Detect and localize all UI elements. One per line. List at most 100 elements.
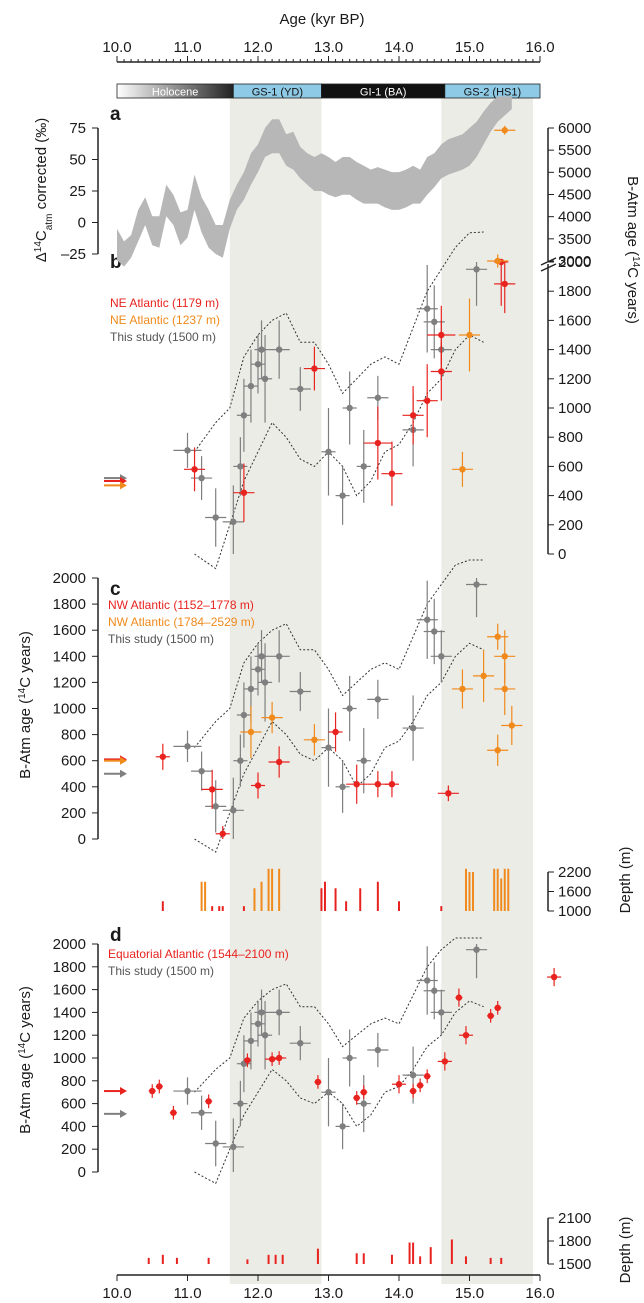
top-axis: 10.0 11.0 12.0 13.0 14.0 15.0 16.0 [102,39,555,63]
data-point [184,1087,191,1095]
data-point [473,266,480,273]
panel-a-ytick-label: –25 [61,246,86,263]
data-point [325,1089,332,1096]
data-point [508,722,515,729]
shaded-interval-1 [441,84,533,1284]
data-point [254,666,262,673]
panel-d-depth-tick-label: 2100 [558,1210,591,1227]
panel-d-arrow-red-head [120,1087,127,1096]
top-tick-label: 12.0 [243,39,272,56]
data-point [191,466,198,473]
data-point [501,280,508,288]
data-point [388,780,396,788]
period-3 [444,83,541,99]
panel-c-ytick-label: 1800 [53,596,86,613]
panel-b-legend-3: This study (1500 m) [110,330,216,344]
data-point [409,1071,417,1079]
envelope-upper [194,231,484,453]
panel-c-ytick-label: 1000 [53,701,86,718]
data-point [247,685,255,693]
data-point [424,305,431,312]
data-point [409,412,417,419]
data-point [332,728,339,736]
data-point [494,1004,501,1012]
bottom-tick-label: 13.0 [314,1285,343,1302]
panel-c-legend-3: This study (1500 m) [108,632,214,646]
panel-d-ytick-label: 1000 [53,1050,86,1067]
right-tick-label: 1600 [558,312,591,329]
panel-b-legend-1: NE Atlantic (1179 m) [110,296,219,310]
data-point [473,946,480,953]
data-point [230,518,237,526]
data-point [339,492,346,499]
data-point [230,807,237,814]
data-point [441,1058,449,1065]
panel-c-arrow-orange-head [120,756,127,765]
panel-c-letter: c [110,579,121,600]
top-tick-label: 10.0 [102,39,131,56]
data-point [254,1020,262,1027]
data-point [240,412,248,419]
data-point [445,790,452,797]
data-point [501,127,508,134]
data-point [374,696,382,703]
data-point [480,672,487,680]
data-point [237,757,244,764]
data-point [258,653,265,660]
data-point [325,744,332,751]
data-point [395,1081,403,1088]
panel-a-ylabel-sup: 14 [33,241,44,253]
data-point [494,633,501,640]
data-point [346,1054,353,1062]
data-point [258,1009,265,1016]
data-point [297,688,304,695]
panel-c-depth-tick-label: 2200 [558,864,591,881]
data-point [258,346,265,353]
data-point [237,463,244,470]
data-point [275,1054,283,1062]
period-label-0: Holocene [152,87,198,99]
panel-a-letter: a [110,104,121,125]
top-tick-label: 16.0 [525,39,554,56]
panel-c-arrow-grey-head [120,769,127,778]
data-point [462,1032,470,1039]
right-tick-label: 5500 [558,142,591,159]
data-point [438,653,445,660]
right-tick-label: 4500 [558,187,591,204]
data-point [212,1140,219,1147]
data-point [219,830,226,837]
data-point [409,724,417,732]
panel-c-ytick-label: 600 [61,753,86,770]
data-point [268,1055,276,1063]
data-point [184,743,191,750]
right-tick-label: 2000 [558,254,591,271]
data-point [353,780,360,788]
data-point [374,394,382,401]
right-tick-label: 1800 [558,283,591,300]
bottom-tick-label: 10.0 [102,1285,131,1302]
bottom-tick-label: 12.0 [243,1285,272,1302]
data-point [311,365,318,372]
panel-c-ytick-label: 1400 [53,648,86,665]
data-point [247,728,255,736]
data-point [212,803,219,810]
data-point [254,361,262,368]
panel-b: b NE Atlantic (1179 m) NE Atlantic (1237… [110,252,220,344]
right-tick-label: 1200 [558,371,591,388]
data-point [244,1057,251,1064]
right-tick-label: 0 [558,546,566,563]
data-point [431,628,438,635]
data-point [261,375,269,382]
data-point [360,757,367,764]
panel-a-ylabel-sub: atm [44,214,55,231]
data-point [240,711,248,719]
panel-c-legend-1: NW Atlantic (1152–1778 m) [108,598,254,612]
panel-b-letter: b [110,252,122,273]
data-point [212,514,219,521]
right-tick-label: 5000 [558,164,591,181]
data-point [346,705,353,712]
data-point [487,1012,494,1020]
chart-marks: 7550250–25600055005000450040003500300020… [53,96,591,1302]
panel-a-ylabel-rest: corrected (‰) [33,118,50,214]
data-point [247,382,255,390]
